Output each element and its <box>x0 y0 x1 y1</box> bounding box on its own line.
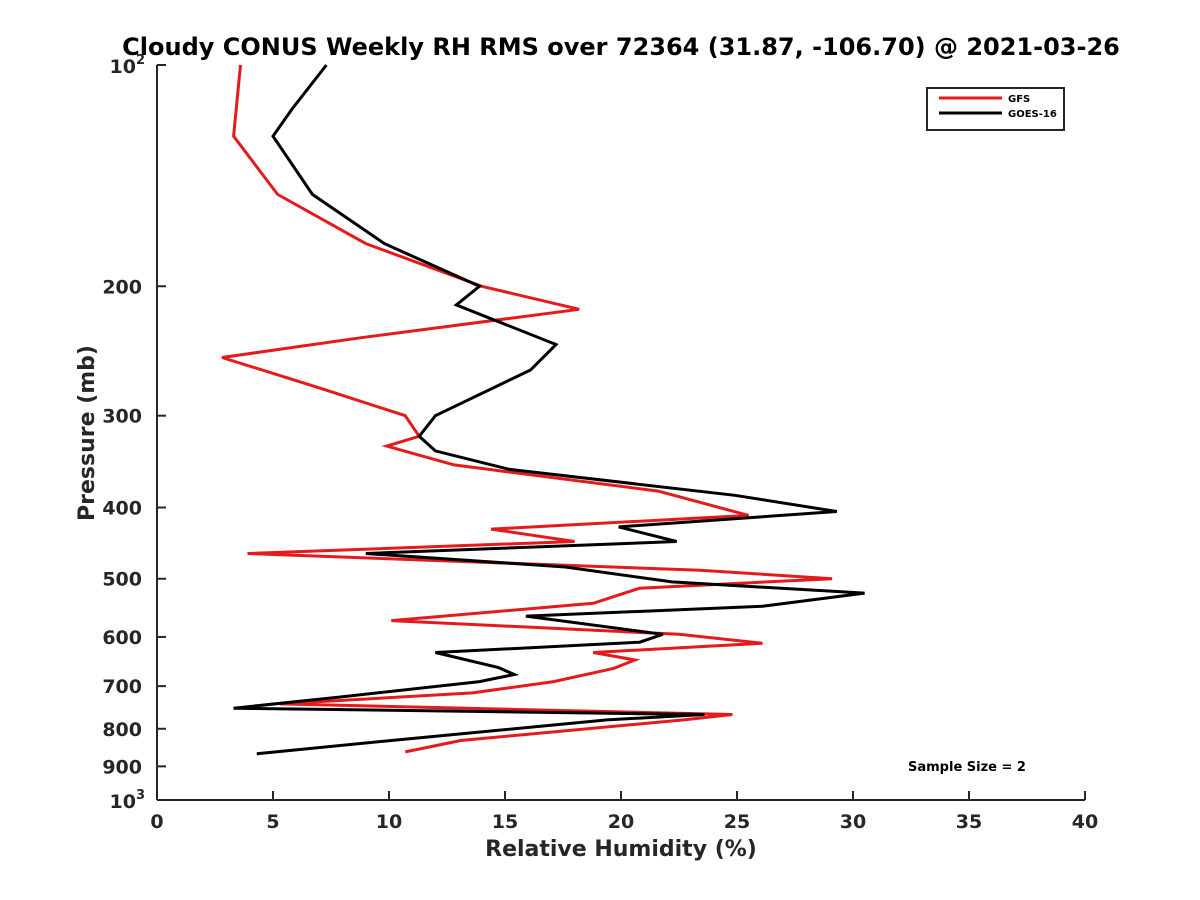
y-tick-label: 500 <box>102 569 142 591</box>
legend: GFS GOES-16 <box>926 87 1065 131</box>
axes: 0 5 10 15 20 25 30 35 40 102 200 300 400 500 600 700 800… <box>102 53 1098 833</box>
x-tick-label: 35 <box>956 811 982 833</box>
y-tick-label: 700 <box>102 676 142 698</box>
x-tick-label: 40 <box>1072 811 1098 833</box>
series-line-gfs <box>221 64 833 754</box>
y-tick-label: 103 <box>110 788 146 813</box>
chart-title: Cloudy CONUS Weekly RH RMS over 72364 (3… <box>122 33 1120 61</box>
y-tick-label: 800 <box>102 719 142 741</box>
sample-size-annotation: Sample Size = 2 <box>908 760 1026 775</box>
y-tick-label: 102 <box>110 53 146 78</box>
y-tick-label: 900 <box>102 756 142 778</box>
x-tick-label: 5 <box>266 811 279 833</box>
x-tick-label: 20 <box>608 811 634 833</box>
legend-label-gfs: GFS <box>1008 94 1030 105</box>
legend-box <box>926 87 1065 131</box>
y-tick-label: 300 <box>102 406 142 428</box>
y-tick-label: 200 <box>102 276 142 298</box>
y-tick-label: 400 <box>102 498 142 520</box>
series-line-goes-16 <box>233 64 865 756</box>
x-tick-label: 0 <box>150 811 163 833</box>
y-axis-label: Pressure (mb) <box>75 345 100 521</box>
x-tick-label: 15 <box>492 811 518 833</box>
x-tick-label: 25 <box>724 811 750 833</box>
x-tick-label: 30 <box>840 811 866 833</box>
series-layer <box>221 64 865 756</box>
x-axis-label: Relative Humidity (%) <box>485 837 757 862</box>
x-tick-label: 10 <box>376 811 402 833</box>
y-tick-label: 600 <box>102 627 142 649</box>
legend-label-goes-16: GOES-16 <box>1008 109 1057 120</box>
